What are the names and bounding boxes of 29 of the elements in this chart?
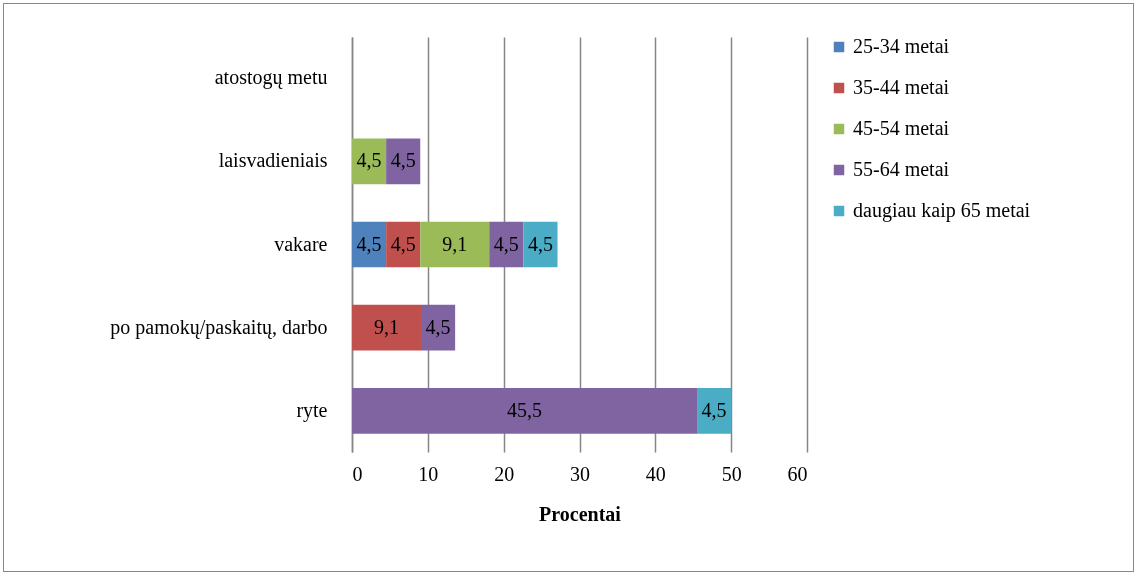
data-label: 45,5 <box>507 398 543 421</box>
data-label: 4,5 <box>390 149 416 172</box>
legend-label: 35-44 metai <box>853 76 950 98</box>
y-tick-label: ryte <box>296 398 328 422</box>
data-label: 4,5 <box>527 232 553 255</box>
x-tick-label: 0 <box>352 462 363 485</box>
data-label: 9,1 <box>374 315 399 338</box>
y-tick-label: po pamokų/paskaitų, darbo <box>110 315 328 339</box>
x-tick-label: 20 <box>494 462 515 485</box>
x-tick-label: 40 <box>645 462 666 485</box>
legend-label: 55-64 metai <box>853 158 950 180</box>
x-tick-label: 30 <box>570 462 590 485</box>
data-label: 4,5 <box>390 232 416 255</box>
legend-label: 25-34 metai <box>853 35 950 57</box>
data-label: 4,5 <box>356 149 382 172</box>
legend-label: 45-54 metai <box>853 117 950 139</box>
data-label: 4,5 <box>425 315 451 338</box>
x-tick-label: 60 <box>787 462 808 485</box>
y-tick-label: vakare <box>274 232 328 255</box>
x-tick-label: 10 <box>418 462 439 485</box>
data-label: 4,5 <box>356 232 382 255</box>
y-tick-label: laisvadieniais <box>218 149 328 172</box>
data-label: 4,5 <box>493 232 519 255</box>
data-label: 9,1 <box>442 232 468 255</box>
x-axis-title: Procentai <box>539 502 622 525</box>
y-tick-label: atostogų metu <box>214 66 328 90</box>
data-label: 4,5 <box>701 398 727 421</box>
legend-label: daugiau kaip 65 metai <box>853 199 1031 222</box>
x-tick-label: 50 <box>721 462 742 485</box>
